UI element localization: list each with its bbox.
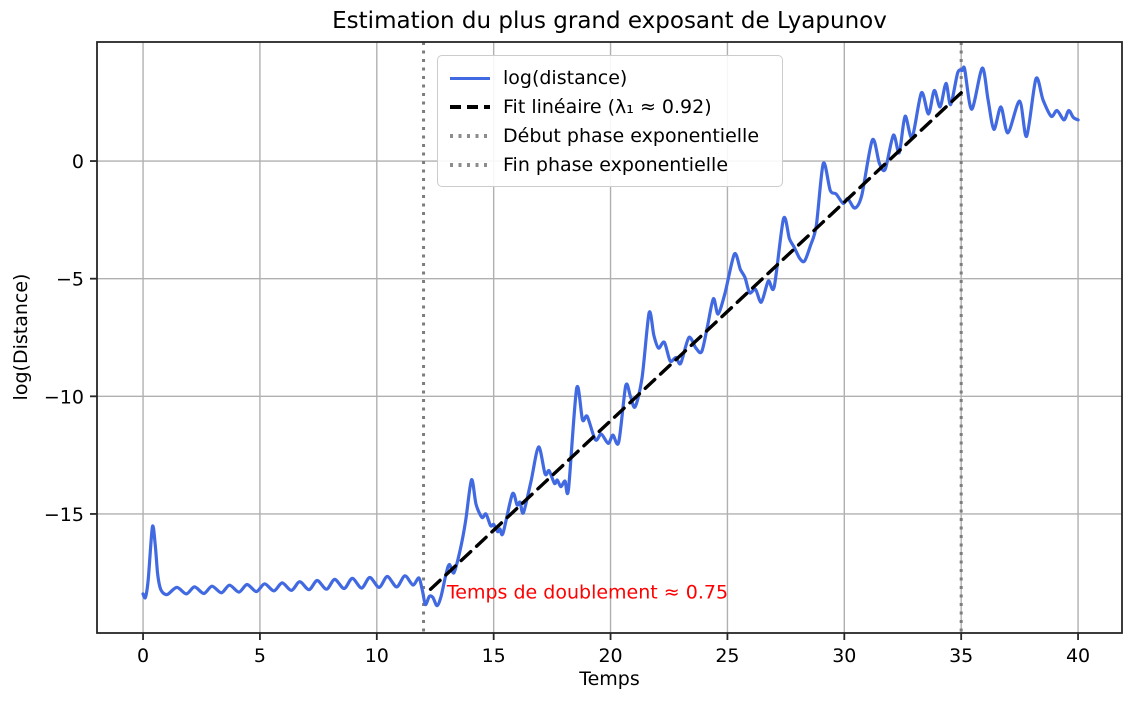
- legend-label: Début phase exponentielle: [503, 125, 760, 147]
- doubling-time-annotation: Temps de doublement ≈ 0.75: [446, 582, 728, 604]
- legend-dashed-line-sample: [450, 105, 490, 109]
- legend-label: Fin phase exponentielle: [503, 154, 729, 176]
- series-linear-fit: [428, 91, 963, 591]
- x-tick-label: 40: [1066, 645, 1090, 667]
- legend-dotted-line-sample: [450, 163, 490, 167]
- legend: log(distance) Fit linéaire (λ₁ ≈ 0.92) D…: [437, 55, 783, 187]
- legend-label: Fit linéaire (λ₁ ≈ 0.92): [503, 96, 712, 118]
- x-tick-label: 30: [832, 645, 856, 667]
- legend-entry-phase-start: Début phase exponentielle: [450, 123, 770, 149]
- axes-spines: [96, 41, 1123, 634]
- x-tick-label: 20: [598, 645, 622, 667]
- chart-title: Estimation du plus grand exposant de Lya…: [332, 8, 887, 34]
- legend-label: log(distance): [503, 67, 628, 89]
- x-axis-label: Temps: [579, 668, 640, 690]
- x-tick-label: 35: [949, 645, 973, 667]
- x-tick-label: 25: [715, 645, 739, 667]
- y-tick-label: −10: [44, 386, 84, 408]
- legend-solid-line-sample: [450, 76, 490, 80]
- x-tick-label: 15: [482, 645, 506, 667]
- legend-dotted-line-sample: [450, 134, 490, 138]
- legend-entry-log-distance: log(distance): [450, 65, 770, 91]
- y-tick-label: 0: [72, 151, 84, 173]
- legend-entry-phase-end: Fin phase exponentielle: [450, 152, 770, 178]
- x-tick-label: 5: [254, 645, 266, 667]
- y-tick-label: −15: [44, 504, 84, 526]
- x-tick-label: 0: [137, 645, 149, 667]
- x-tick-label: 10: [365, 645, 389, 667]
- legend-entry-linear-fit: Fit linéaire (λ₁ ≈ 0.92): [450, 94, 770, 120]
- y-axis-label: log(Distance): [10, 273, 32, 401]
- y-tick-label: −5: [56, 269, 84, 291]
